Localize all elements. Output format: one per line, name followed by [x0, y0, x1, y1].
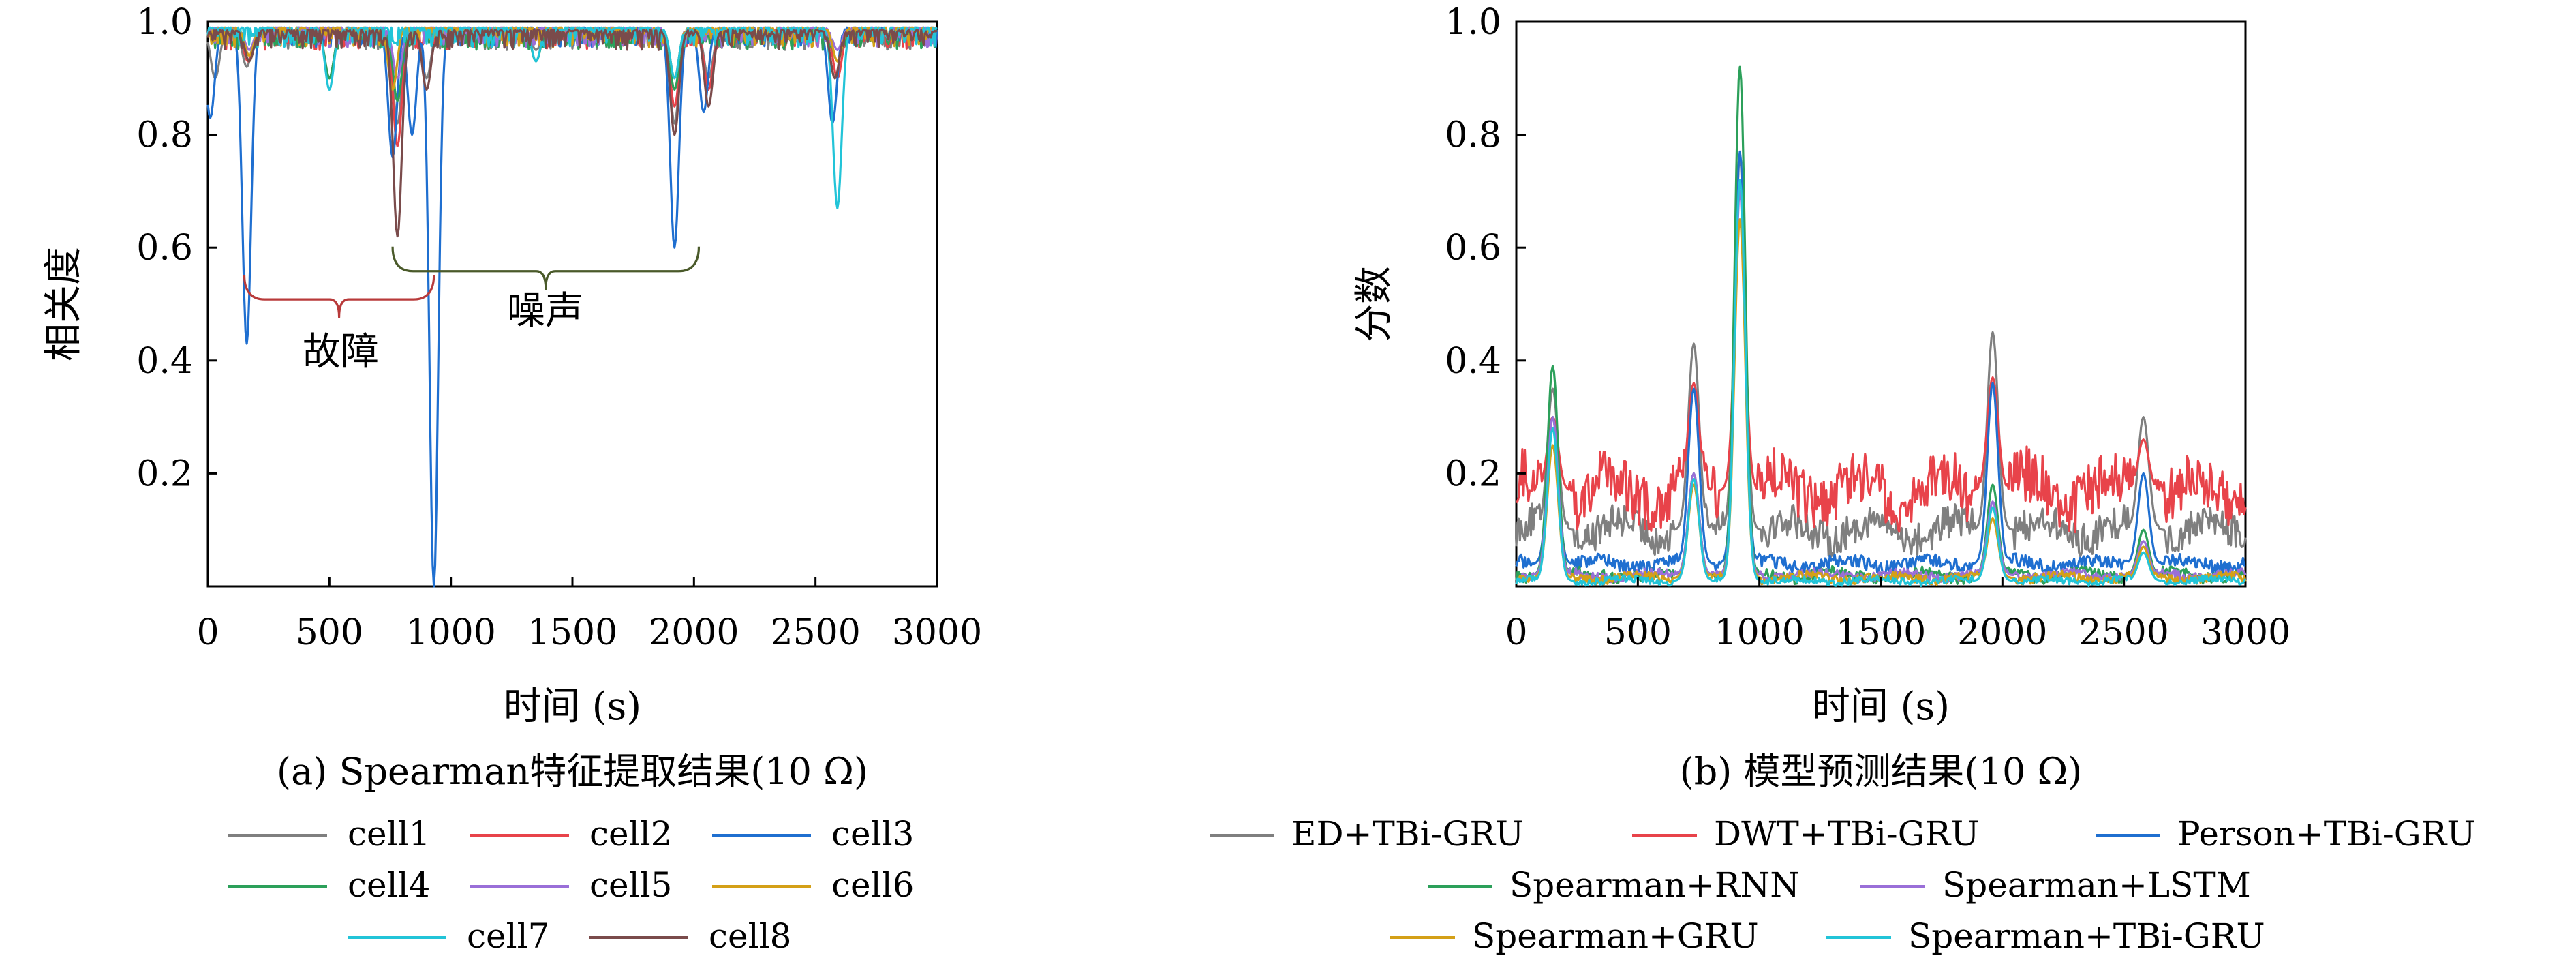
- legend-label: Spearman+TBi-GRU: [1908, 916, 2265, 956]
- y-tick-label: 0.8: [136, 115, 193, 156]
- y-tick-label: 0.2: [1445, 453, 1501, 494]
- legend-label: Person+TBi-GRU: [2177, 814, 2475, 854]
- series-group-b: [1515, 65, 2247, 588]
- series-line-cell8: [206, 29, 938, 238]
- legend-a: cell1 cell2 cell3 cell4 cell5 cell6 cell7 cell8: [228, 814, 914, 956]
- ticks-b: 0 500 1000 1500 2000 2500 3000 0.2 0.4 0.6 0.8 1.0: [1445, 2, 2290, 653]
- x-tick-label: 500: [296, 612, 363, 653]
- legend-label: cell1: [348, 814, 430, 854]
- ylabel-b: 分数: [1352, 266, 1396, 342]
- legend-label: Spearman+LSTM: [1942, 865, 2251, 905]
- ylabel-a: 相关度: [42, 247, 86, 361]
- annotation-noise: 噪声: [507, 289, 583, 333]
- legend-label: cell7: [467, 916, 549, 956]
- x-tick-label: 3000: [892, 612, 982, 653]
- legend-label: cell2: [589, 814, 672, 854]
- y-tick-label: 0.4: [1445, 341, 1501, 382]
- x-tick-label: 2000: [649, 612, 739, 653]
- y-tick-label: 0.6: [136, 228, 193, 269]
- series-group-a: [206, 26, 938, 588]
- legend-label: cell3: [831, 814, 914, 854]
- legend-label: Spearman+RNN: [1509, 865, 1800, 905]
- x-tick-label: 2000: [1957, 612, 2047, 653]
- y-tick-label: 0.4: [136, 341, 193, 382]
- x-tick-label: 0: [1505, 612, 1527, 653]
- caption-b: (b) 模型预测结果(10 Ω): [1680, 750, 2083, 793]
- series-line-DWT+TBi-GRU: [1515, 218, 2247, 534]
- legend-b: ED+TBi-GRU DWT+TBi-GRU Person+TBi-GRU Spear…: [1210, 814, 2475, 956]
- legend-label: Spearman+GRU: [1472, 916, 1759, 956]
- panel-a: 0 500 1000 1500 2000 2500 30000.20.40.60.81.0 …: [42, 2, 982, 956]
- brace-noise: [391, 246, 701, 290]
- x-tick-label: 500: [1604, 612, 1672, 653]
- x-tick-label: 1500: [527, 612, 617, 653]
- legend-label: cell6: [831, 865, 914, 905]
- x-tick-label: 1500: [1836, 612, 1926, 653]
- series-line-Spearman+RNN: [1515, 65, 2247, 586]
- xlabel-b: 时间 (s): [1812, 685, 1950, 729]
- legend-label: DWT+TBi-GRU: [1714, 814, 1979, 854]
- xlabel-a: 时间 (s): [504, 685, 641, 729]
- caption-a: (a) Spearman特征提取结果(10 Ω): [277, 750, 868, 793]
- x-tick-label: 1000: [1714, 612, 1804, 653]
- x-tick-label: 1000: [405, 612, 495, 653]
- y-tick-label: 1.0: [136, 2, 193, 43]
- series-line-cell7: [206, 26, 938, 209]
- legend-label: cell5: [589, 865, 672, 905]
- y-tick-label: 0.6: [1445, 228, 1501, 269]
- brace-fault: [243, 275, 435, 318]
- y-tick-label: 0.2: [136, 453, 193, 494]
- x-tick-label: 0: [196, 612, 219, 653]
- series-line-Person+TBi-GRU: [1515, 150, 2246, 575]
- x-tick-label: 3000: [2201, 612, 2290, 653]
- annotation-fault: 故障: [303, 330, 379, 374]
- legend-label: ED+TBi-GRU: [1291, 814, 1524, 854]
- ticks-a: 0 500 1000 1500 2000 2500 3000 0.2 0.4 0.6 0.8 1.0: [136, 2, 982, 653]
- x-tick-label: 2500: [770, 612, 860, 653]
- y-tick-label: 1.0: [1445, 2, 1501, 43]
- legend-label: cell4: [348, 865, 430, 905]
- legend-label: cell8: [709, 916, 791, 956]
- panel-b: 0 500 1000 1500 2000 2500 30000.20.40.60.81.0 …: [1210, 2, 2475, 956]
- x-tick-label: 2500: [2079, 612, 2168, 653]
- y-tick-label: 0.8: [1445, 115, 1501, 156]
